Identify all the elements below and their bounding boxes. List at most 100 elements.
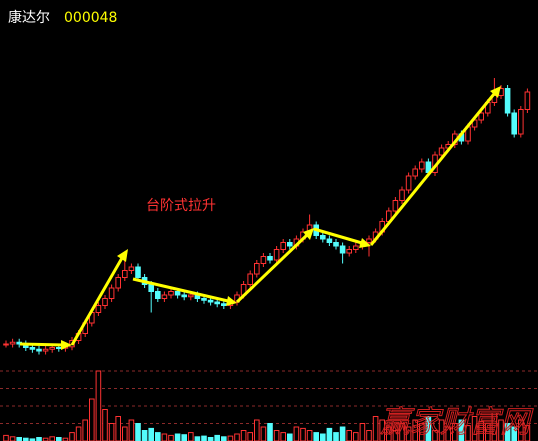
volume-bar <box>432 430 438 441</box>
volume-bar <box>56 437 62 441</box>
volume-bar <box>412 419 418 441</box>
volume-bar <box>438 419 445 441</box>
volume-bar <box>214 434 220 441</box>
volume-bar <box>280 432 286 441</box>
volume-bar <box>102 409 108 441</box>
volume-bar <box>23 437 29 441</box>
candle-body <box>128 266 135 271</box>
volume-bar <box>89 398 95 441</box>
candle-body <box>56 347 62 349</box>
volume-bar <box>399 423 405 441</box>
candle-body <box>504 88 511 114</box>
volume-bar <box>168 434 174 441</box>
candle-body <box>174 291 181 296</box>
volume-bar <box>287 433 293 441</box>
volume-bar <box>161 433 168 441</box>
volume-bar <box>498 419 504 441</box>
volume-bar <box>458 419 465 441</box>
arrow-head <box>303 228 314 240</box>
volume-bar <box>465 425 471 441</box>
candle-body <box>42 348 49 352</box>
candle-body <box>392 200 399 212</box>
volume-bar <box>392 430 399 441</box>
candle-body <box>524 91 531 110</box>
volume-bar <box>122 426 128 441</box>
candle-body <box>353 245 359 250</box>
volume-bar <box>234 433 240 441</box>
volume-bar <box>485 423 491 441</box>
candle-body <box>181 294 187 298</box>
candle-body <box>29 347 36 350</box>
candle-body <box>122 270 128 278</box>
volume-bar <box>353 432 359 441</box>
volume-bar <box>386 426 392 441</box>
volume-bar <box>16 437 22 441</box>
candle-body <box>326 238 333 243</box>
volume-bar <box>3 434 9 441</box>
volume-bar <box>9 436 16 441</box>
volume-bar <box>511 426 517 441</box>
volume-bar <box>42 437 49 441</box>
candle-body <box>405 175 412 191</box>
candle-body <box>135 266 141 278</box>
volume-bar <box>471 416 478 441</box>
candle-body <box>339 245 346 254</box>
candle-body <box>273 249 280 261</box>
candle-body <box>207 299 214 303</box>
volume-bar <box>36 437 42 441</box>
volume-bar <box>346 430 352 441</box>
volume-bar <box>95 370 102 441</box>
candle-body <box>287 242 293 247</box>
arrow-head <box>226 296 237 306</box>
volume-bar <box>260 426 267 441</box>
candle-body <box>36 348 42 352</box>
volume-bar <box>207 437 214 441</box>
arrow-head <box>117 249 128 262</box>
trend-arrows <box>19 86 501 350</box>
stock-code: 000048 <box>64 10 117 26</box>
volume-bar <box>425 416 432 441</box>
arrow <box>132 277 229 303</box>
volume-bar <box>320 433 326 441</box>
volume-bar <box>194 436 201 441</box>
volume-bar <box>141 430 148 441</box>
candle-body <box>95 305 102 313</box>
volume-bar <box>326 427 333 441</box>
watermark: 赢家财富网 <box>380 405 534 440</box>
volume-bar <box>339 426 346 441</box>
candle-body <box>168 291 174 296</box>
candle-body <box>254 263 260 275</box>
candle-body <box>280 242 286 250</box>
candle-body <box>366 238 372 243</box>
candle-body <box>9 341 16 345</box>
volume-bar <box>49 436 56 441</box>
candle-body <box>511 112 517 135</box>
candle-body <box>320 235 326 240</box>
candle-body <box>399 189 405 201</box>
volume-bar <box>372 416 379 441</box>
volume-bar <box>300 427 306 441</box>
volume-bar <box>379 419 385 441</box>
arrow <box>19 342 65 347</box>
candle-body <box>333 242 339 247</box>
volume-bar <box>181 434 187 441</box>
candle-body <box>478 112 484 121</box>
arrow <box>369 93 496 246</box>
annotation: 台阶式拉升 <box>146 198 216 214</box>
arrow <box>313 227 363 245</box>
volume-bar <box>69 432 75 441</box>
volume-bar <box>108 423 115 441</box>
volume-bar <box>524 425 531 441</box>
volume-bar <box>254 419 260 441</box>
candle-body <box>148 284 154 292</box>
volume-bar <box>452 423 458 441</box>
volume-bar <box>240 430 247 441</box>
candle-body <box>260 256 267 264</box>
arrow-head <box>61 340 72 350</box>
candle-body <box>115 277 122 289</box>
volume-bar <box>75 426 82 441</box>
candle-body <box>201 298 207 301</box>
